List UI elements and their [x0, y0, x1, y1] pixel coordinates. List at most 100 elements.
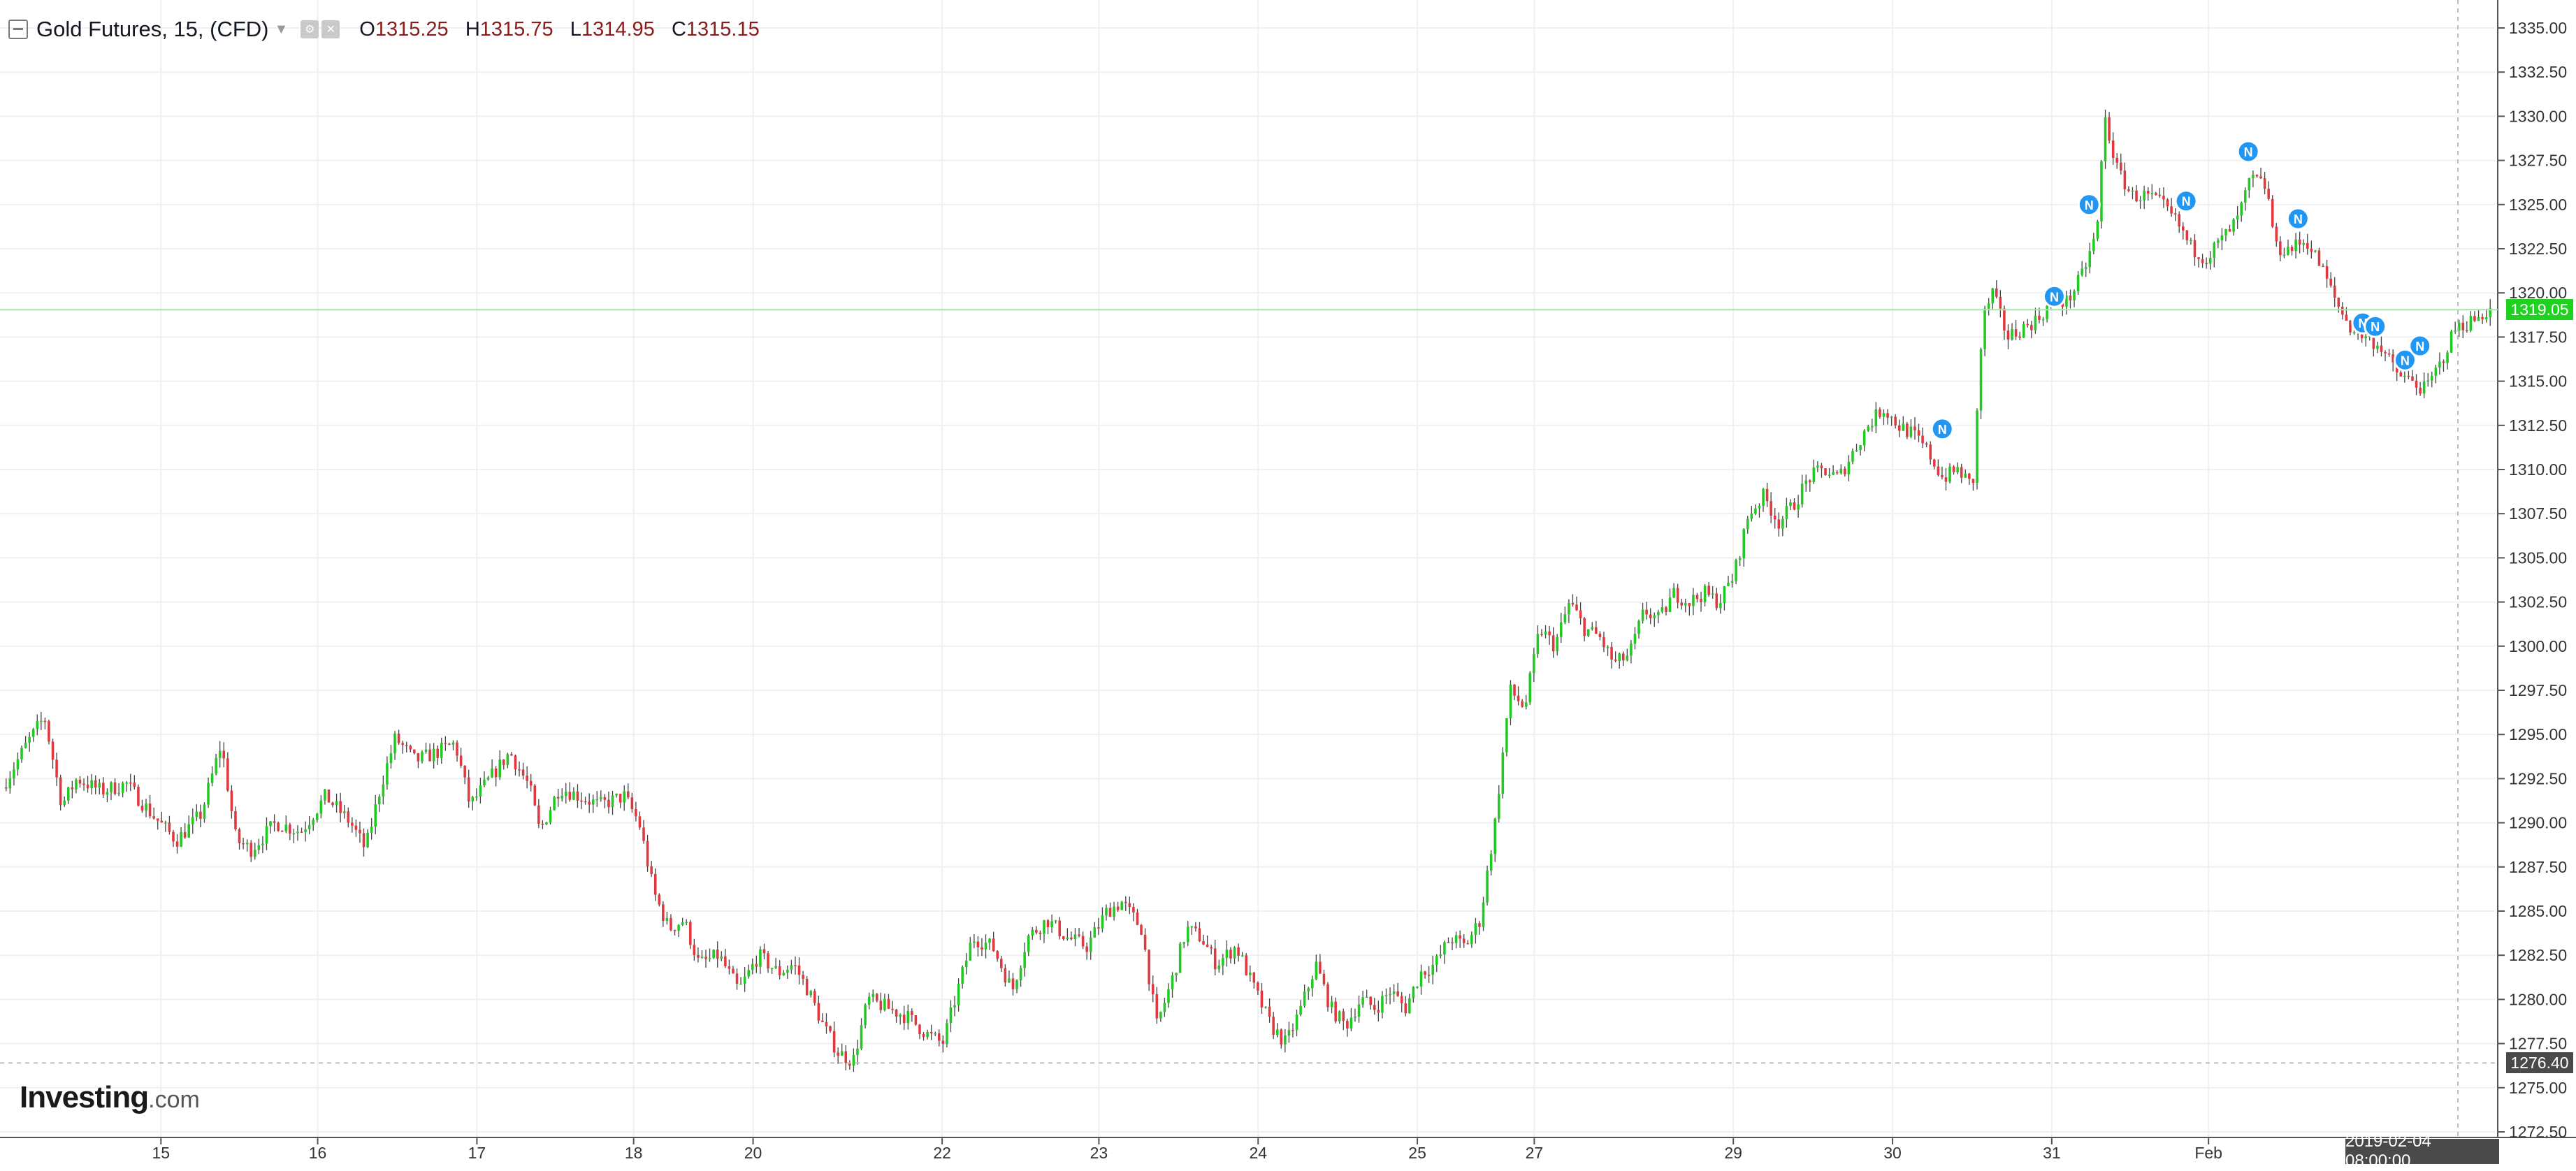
candle-body	[864, 1005, 867, 1026]
candle-body	[370, 827, 373, 833]
candle-body	[2259, 176, 2262, 179]
candle-body	[1015, 980, 1018, 989]
candle-body	[137, 787, 140, 806]
candle-body	[51, 741, 55, 760]
candle-body	[459, 755, 463, 766]
news-marker-label: N	[2244, 145, 2253, 159]
candle-body	[1505, 718, 1508, 752]
candle-body	[1800, 483, 1804, 504]
candle-body	[840, 1051, 844, 1056]
candle-body	[1210, 947, 1213, 949]
candle-body	[2349, 320, 2352, 333]
candle-body	[611, 795, 614, 808]
candle-body	[1213, 948, 1217, 970]
candle-body	[2173, 213, 2177, 215]
candle-body	[1835, 472, 1839, 474]
candle-body	[1245, 955, 1247, 975]
candle-body	[1964, 473, 1967, 478]
candle-body	[1400, 996, 1403, 1003]
candle-body	[1862, 430, 1866, 446]
candle-body	[1606, 646, 1609, 648]
candle-body	[2248, 177, 2251, 191]
candle-body	[728, 966, 731, 969]
candle-body	[1252, 972, 1256, 983]
candle-body	[342, 811, 346, 813]
candle-body	[1773, 515, 1777, 520]
candle-body	[1143, 934, 1147, 950]
candle-body	[1832, 472, 1835, 475]
candle-body	[2190, 240, 2192, 242]
candle-body	[767, 953, 769, 969]
settings-icon[interactable]: ⚙	[301, 20, 319, 38]
candle-body	[778, 966, 781, 975]
candle-body	[1120, 901, 1123, 910]
candle-body	[254, 850, 256, 857]
candle-body	[2143, 190, 2146, 201]
candle-body	[1933, 459, 1936, 467]
symbol-title[interactable]: Gold Futures, 15, (CFD)	[36, 17, 269, 41]
candle-body	[145, 803, 147, 811]
candle-body	[63, 800, 66, 806]
candle-body	[1478, 923, 1481, 927]
candle-body	[1225, 950, 1229, 959]
candle-body	[2380, 345, 2383, 352]
candle-body	[351, 822, 354, 826]
candle-body	[168, 822, 171, 832]
candle-body	[2100, 161, 2103, 221]
candle-body	[1897, 425, 1901, 431]
candle-body	[518, 769, 521, 771]
candle-body	[1284, 1035, 1287, 1045]
candle-body	[292, 833, 296, 835]
candle-body	[1909, 426, 1913, 437]
close-icon[interactable]: ✕	[321, 20, 340, 38]
candle-body	[953, 1005, 956, 1008]
news-marker-icon	[2286, 207, 2310, 231]
candle-body	[704, 957, 707, 959]
candle-body	[1952, 466, 1955, 472]
candle-body	[1793, 502, 1796, 510]
candle-body	[514, 755, 517, 770]
candle-body	[1995, 288, 1998, 297]
candle-body	[378, 797, 381, 805]
candle-body	[1579, 610, 1582, 618]
candle-body	[463, 765, 466, 778]
candle-body	[1349, 1017, 1353, 1029]
candle-body	[1275, 1029, 1279, 1035]
candle-body	[2446, 352, 2449, 363]
candle-body	[1528, 673, 1532, 703]
candle-body	[269, 821, 272, 827]
y-tick-label: 1275.00	[2509, 1079, 2567, 1097]
candle-body	[2252, 175, 2255, 178]
candle-body	[580, 800, 583, 802]
candle-body	[790, 965, 793, 970]
candle-body	[1365, 996, 1368, 998]
candle-body	[708, 958, 711, 959]
candle-body	[650, 866, 653, 874]
candle-body	[2279, 241, 2282, 256]
x-tick-label: Feb	[2194, 1144, 2222, 1162]
candle-body	[1874, 409, 1878, 427]
candle-body	[2457, 322, 2461, 331]
candle-body	[1968, 473, 1971, 479]
candle-body	[2084, 267, 2087, 269]
candle-body	[1361, 997, 1364, 1005]
candle-body	[1019, 968, 1022, 981]
candle-body	[1260, 990, 1264, 1008]
candle-body	[568, 792, 572, 800]
candle-body	[973, 941, 976, 943]
candle-body	[98, 783, 101, 788]
candle-body	[405, 745, 408, 746]
news-marker-icon	[2408, 334, 2432, 358]
collapse-icon[interactable]	[8, 20, 28, 39]
candle-body	[413, 749, 416, 754]
candle-body	[712, 950, 715, 959]
candle-body	[1536, 634, 1540, 654]
candle-body	[374, 804, 377, 827]
candle-body	[2193, 240, 2197, 258]
chevron-down-icon[interactable]: ▼	[274, 21, 289, 37]
candle-body	[2364, 336, 2367, 339]
candle-body	[1454, 935, 1458, 943]
candle-body	[300, 831, 303, 833]
candle-body	[1937, 466, 1940, 475]
